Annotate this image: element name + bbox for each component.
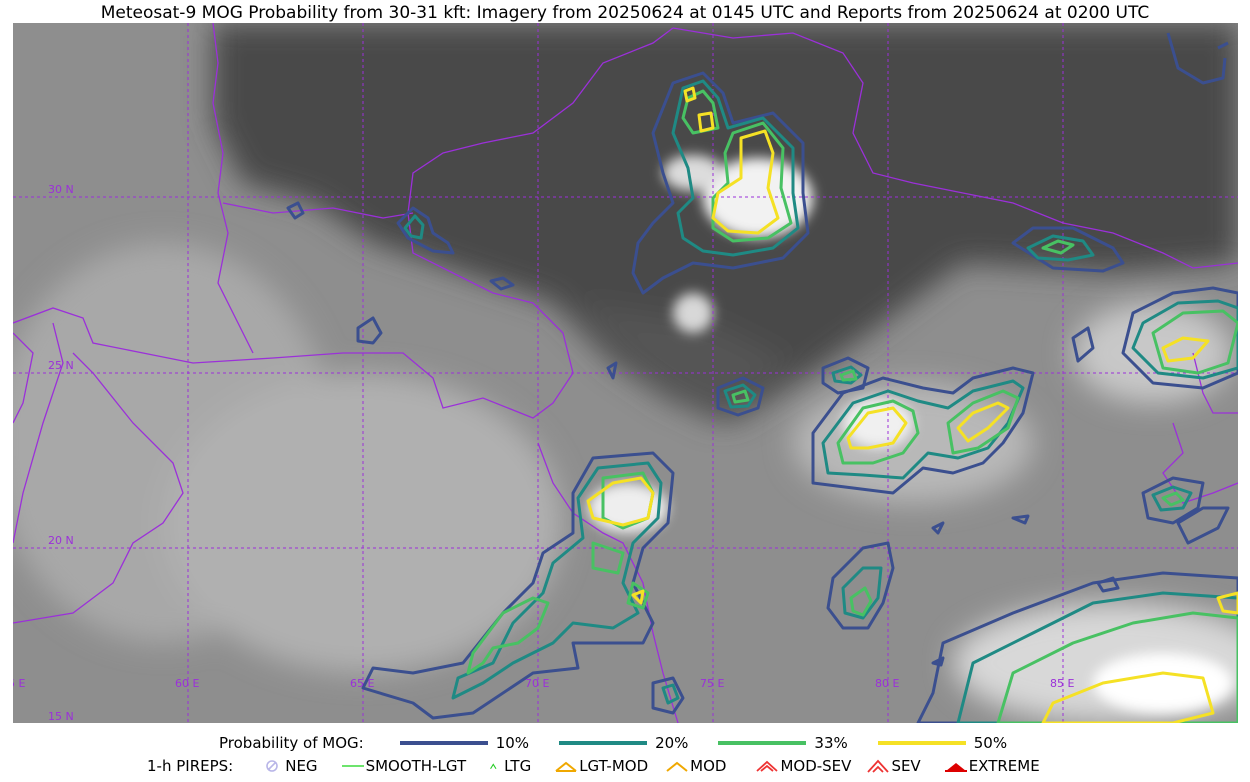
contour-33-percent <box>466 89 1238 723</box>
pirep-item-smooth-lgt: SMOOTH-LGT <box>341 757 467 775</box>
prob-item-50: 50% <box>877 734 1008 752</box>
pirep-label-neg: NEG <box>285 757 318 775</box>
pirep-label-lgt-mod: LGT-MOD <box>579 757 649 775</box>
pirep-item-sev: SEV <box>867 757 921 775</box>
lon-label-70e: 70 E <box>525 677 549 690</box>
prob-swatch-10 <box>399 741 488 745</box>
sev-icon <box>867 759 890 773</box>
prob-swatch-20 <box>559 741 648 745</box>
pirep-legend-title: 1-h PIREPS: <box>147 757 234 775</box>
lon-label-75e: 75 E <box>700 677 724 690</box>
graticule-labels: 30 N 25 N 20 N 15 N 55 E 60 E 65 E 70 E … <box>13 183 1074 723</box>
pirep-label-extreme: EXTREME <box>968 757 1040 775</box>
probability-legend-title: Probability of MOG: <box>219 734 364 752</box>
pirep-item-lgt-mod: LGT-MOD <box>555 757 648 775</box>
lon-label-80e: 80 E <box>875 677 899 690</box>
graticule <box>13 23 1238 723</box>
mod-caret-icon <box>666 761 688 772</box>
neg-circle-icon <box>266 760 279 772</box>
satellite-map[interactable]: 30 N 25 N 20 N 15 N 55 E 60 E 65 E 70 E … <box>13 23 1238 723</box>
pirep-label-mod: MOD <box>690 757 727 775</box>
pirep-label-ltg: LTG <box>504 757 532 775</box>
prob-label-10: 10% <box>495 734 530 752</box>
pirep-item-ltg: LTG <box>490 757 531 775</box>
pirep-label-smooth-lgt: SMOOTH-LGT <box>365 757 467 775</box>
prob-item-20: 20% <box>559 734 688 752</box>
map-title: Meteosat-9 MOG Probability from 30-31 kf… <box>100 3 1150 23</box>
contour-50-percent <box>586 86 1238 723</box>
extreme-icon <box>944 763 967 772</box>
lat-label-15n: 15 N <box>48 710 74 723</box>
prob-label-50: 50% <box>973 734 1008 752</box>
lon-label-55e: 55 E <box>13 677 25 690</box>
prob-label-20: 20% <box>655 734 689 752</box>
pirep-item-extreme: EXTREME <box>944 757 1040 775</box>
prob-swatch-33 <box>718 741 807 745</box>
map-canvas: 30 N 25 N 20 N 15 N 55 E 60 E 65 E 70 E … <box>13 23 1238 723</box>
pirep-legend: 1-h PIREPS: NEG SMOOTH-LGT LTG LGT-MOD M… <box>147 755 1040 777</box>
prob-swatch-50 <box>877 741 966 745</box>
pirep-item-neg: NEG <box>261 757 318 775</box>
pirep-label-mod-sev: MOD-SEV <box>780 757 852 775</box>
contour-10-percent <box>286 32 1238 723</box>
mod-sev-icon <box>756 760 779 772</box>
probability-legend: Probability of MOG: 10% 20% 33% 50% <box>219 732 1007 754</box>
prob-label-33: 33% <box>814 734 848 752</box>
lgt-mod-icon <box>555 761 577 772</box>
smooth-line-icon <box>341 765 364 767</box>
lat-label-25n: 25 N <box>48 359 74 372</box>
lat-label-20n: 20 N <box>48 534 74 547</box>
prob-item-33: 33% <box>718 734 848 752</box>
imagery-convective-cores <box>588 155 1233 713</box>
prob-item-10: 10% <box>399 734 530 752</box>
lon-label-65e: 65 E <box>350 677 374 690</box>
lon-label-85e: 85 E <box>1050 677 1074 690</box>
ltg-caret-icon <box>490 763 497 770</box>
pirep-item-mod-sev: MOD-SEV <box>756 757 851 775</box>
pirep-item-mod: MOD <box>666 757 726 775</box>
pirep-label-sev: SEV <box>891 757 921 775</box>
lon-label-60e: 60 E <box>175 677 199 690</box>
lat-label-30n: 30 N <box>48 183 74 196</box>
